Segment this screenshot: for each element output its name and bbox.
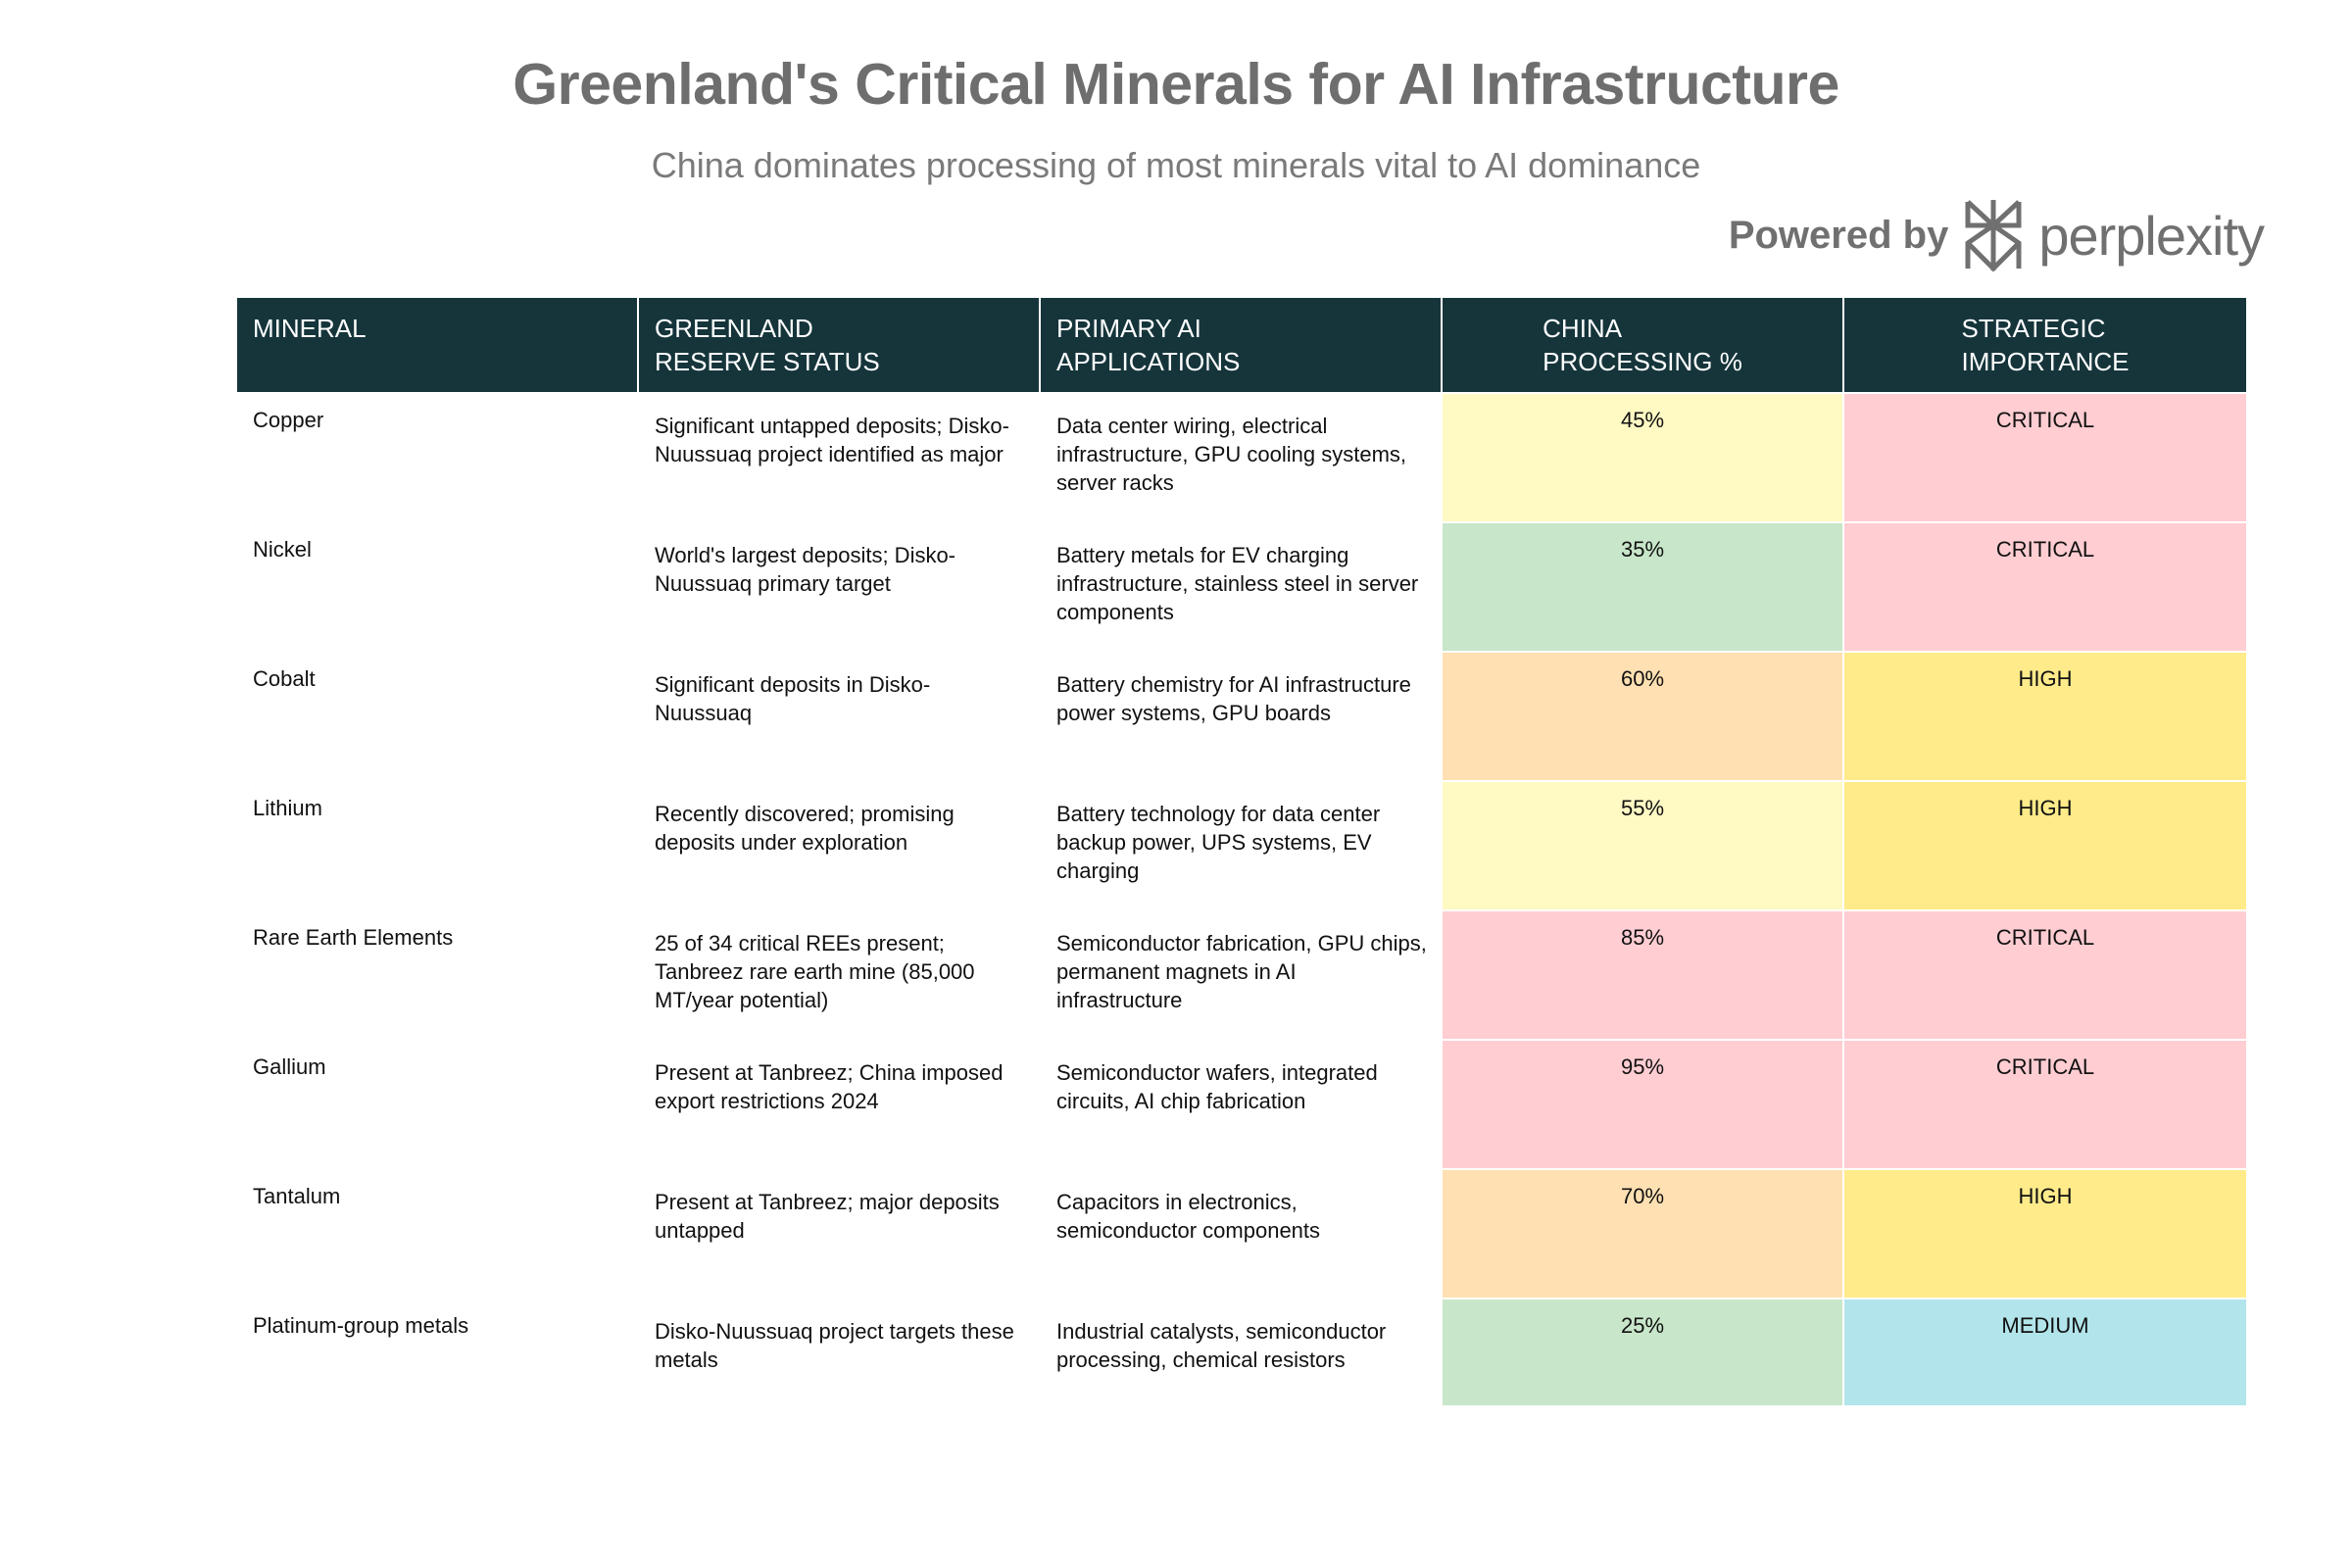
column-header-strategic-importance-label: STRATEGIC IMPORTANCE (1961, 314, 2130, 376)
china-processing-cell: 55% (1443, 782, 1844, 909)
column-header-mineral: MINERAL (237, 298, 639, 392)
table-row: Gallium Present at Tanbreez; China impose… (237, 1039, 2246, 1168)
strategic-importance-cell: CRITICAL (1844, 1041, 2246, 1168)
reserve-status-cell: World's largest deposits; Disko-Nuussuaq… (655, 543, 956, 596)
column-header-china-processing: CHINA PROCESSING % (1443, 298, 1844, 392)
mineral-cell: Copper (253, 408, 324, 432)
table-row: Cobalt Significant deposits in Disko-Nuus… (237, 651, 2246, 780)
ai-applications-cell: Capacitors in electronics, semiconductor… (1056, 1190, 1321, 1243)
table-row: Copper Significant untapped deposits; Dis… (237, 392, 2246, 521)
ai-applications-cell: Battery technology for data center backu… (1056, 802, 1381, 883)
strategic-importance-cell: CRITICAL (1844, 911, 2246, 1039)
reserve-status-cell: 25 of 34 critical REEs present; Tanbreez… (655, 931, 975, 1012)
brand-watermark: Powered by perplexity (1728, 196, 2265, 274)
table-header-row: MINERAL GREENLAND RESERVE STATUS PRIMARY… (237, 298, 2246, 392)
china-processing-cell: 85% (1443, 911, 1844, 1039)
ai-applications-cell: Battery metals for EV charging infrastru… (1056, 543, 1419, 624)
mineral-cell: Nickel (253, 537, 312, 562)
table-row: Nickel World's largest deposits; Disko-Nu… (237, 521, 2246, 651)
table-row: Rare Earth Elements 25 of 34 critical REE… (237, 909, 2246, 1039)
table-row: Tantalum Present at Tanbreez; major depos… (237, 1168, 2246, 1298)
table-row: Lithium Recently discovered; promising de… (237, 780, 2246, 909)
table-row: Platinum-group metals Disko-Nuussuaq proj… (237, 1298, 2246, 1405)
china-processing-cell: 95% (1443, 1041, 1844, 1168)
ai-applications-cell: Battery chemistry for AI infrastructure … (1056, 672, 1411, 725)
strategic-importance-cell: MEDIUM (1844, 1299, 2246, 1405)
reserve-status-cell: Disko-Nuussuaq project targets these met… (655, 1319, 1014, 1372)
strategic-importance-cell: HIGH (1844, 653, 2246, 780)
reserve-status-cell: Significant untapped deposits; Disko-Nuu… (655, 414, 1009, 466)
strategic-importance-cell: CRITICAL (1844, 394, 2246, 521)
perplexity-logo-icon (1965, 200, 2022, 272)
column-header-strategic-importance: STRATEGIC IMPORTANCE (1844, 298, 2246, 392)
mineral-cell: Platinum-group metals (253, 1313, 469, 1338)
strategic-importance-cell: HIGH (1844, 1170, 2246, 1298)
china-processing-cell: 70% (1443, 1170, 1844, 1298)
mineral-cell: Rare Earth Elements (253, 925, 454, 950)
reserve-status-cell: Present at Tanbreez; China imposed expor… (655, 1060, 1004, 1113)
page-title: Greenland's Critical Minerals for AI Inf… (513, 52, 1839, 117)
reserve-status-cell: Present at Tanbreez; major deposits unta… (655, 1190, 1000, 1243)
ai-applications-cell: Semiconductor wafers, integrated circuit… (1056, 1060, 1378, 1113)
brand-powered-label: Powered by (1728, 213, 1949, 257)
reserve-status-cell: Recently discovered; promising deposits … (655, 802, 955, 855)
strategic-importance-cell: CRITICAL (1844, 523, 2246, 651)
page-subtitle: China dominates processing of most miner… (651, 145, 1701, 185)
mineral-cell: Gallium (253, 1054, 326, 1079)
mineral-cell: Tantalum (253, 1184, 341, 1208)
mineral-cell: Lithium (253, 796, 322, 820)
brand-name: perplexity (2038, 204, 2265, 267)
china-processing-cell: 35% (1443, 523, 1844, 651)
mineral-cell: Cobalt (253, 666, 316, 691)
china-processing-cell: 60% (1443, 653, 1844, 780)
ai-applications-cell: Data center wiring, electrical infrastru… (1056, 414, 1407, 495)
table-body: Copper Significant untapped deposits; Dis… (237, 392, 2246, 1405)
reserve-status-cell: Significant deposits in Disko-Nuussuaq (655, 672, 931, 725)
strategic-importance-cell: HIGH (1844, 782, 2246, 909)
column-header-china-processing-label: CHINA PROCESSING % (1543, 314, 1742, 376)
ai-applications-cell: Industrial catalysts, semiconductor proc… (1056, 1319, 1387, 1372)
ai-applications-cell: Semiconductor fabrication, GPU chips, pe… (1056, 931, 1427, 1012)
column-header-ai-applications: PRIMARY AI APPLICATIONS (1041, 298, 1443, 392)
column-header-reserve-status: GREENLAND RESERVE STATUS (639, 298, 1041, 392)
china-processing-cell: 45% (1443, 394, 1844, 521)
minerals-table: MINERAL GREENLAND RESERVE STATUS PRIMARY… (237, 298, 2246, 1405)
china-processing-cell: 25% (1443, 1299, 1844, 1405)
